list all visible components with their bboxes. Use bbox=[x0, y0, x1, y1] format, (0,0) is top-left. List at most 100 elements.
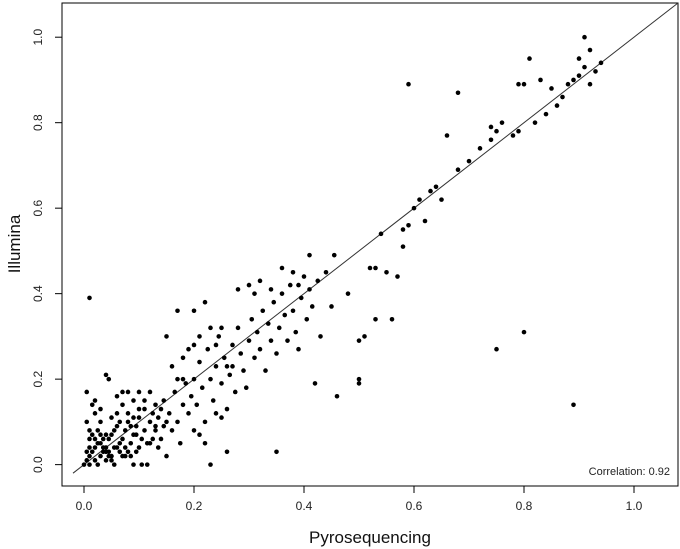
data-point bbox=[296, 346, 301, 352]
data-point bbox=[142, 406, 147, 412]
data-point bbox=[191, 428, 197, 433]
data-point bbox=[136, 406, 142, 412]
data-point bbox=[84, 458, 90, 463]
data-point bbox=[150, 411, 156, 416]
data-point bbox=[155, 415, 161, 420]
data-point bbox=[516, 81, 521, 87]
data-points bbox=[81, 34, 604, 467]
data-point bbox=[197, 432, 202, 438]
data-point bbox=[373, 317, 378, 322]
data-point bbox=[521, 329, 527, 335]
data-point bbox=[287, 282, 293, 288]
data-point bbox=[329, 304, 334, 309]
data-point bbox=[150, 436, 156, 442]
data-point bbox=[169, 364, 175, 369]
data-point bbox=[180, 376, 186, 382]
data-point bbox=[224, 449, 230, 455]
data-point bbox=[494, 346, 499, 352]
data-point bbox=[84, 389, 90, 395]
data-point bbox=[373, 265, 378, 271]
data-point bbox=[128, 453, 134, 459]
data-point bbox=[466, 158, 472, 164]
data-point bbox=[274, 351, 279, 356]
data-point bbox=[252, 291, 257, 296]
data-point bbox=[499, 120, 505, 125]
data-point bbox=[125, 411, 131, 416]
data-point bbox=[395, 274, 400, 279]
data-point bbox=[331, 252, 337, 258]
data-point bbox=[232, 389, 238, 395]
data-point bbox=[477, 146, 483, 151]
data-point bbox=[549, 86, 554, 91]
data-point bbox=[131, 415, 136, 420]
data-point bbox=[98, 419, 103, 425]
data-point bbox=[136, 445, 142, 450]
data-point bbox=[139, 436, 145, 442]
data-point bbox=[202, 419, 208, 425]
data-point bbox=[177, 440, 183, 446]
data-point bbox=[136, 415, 142, 420]
data-point bbox=[219, 381, 224, 386]
data-point bbox=[516, 128, 521, 134]
x-axis: 0.0 0.2 0.4 0.6 0.8 1.0 bbox=[76, 486, 643, 513]
data-point bbox=[307, 252, 312, 258]
data-point bbox=[158, 406, 164, 412]
data-point bbox=[279, 265, 285, 271]
data-point bbox=[175, 419, 180, 425]
data-point bbox=[180, 402, 186, 408]
data-point bbox=[593, 69, 598, 74]
data-point bbox=[400, 244, 406, 249]
data-point bbox=[117, 419, 123, 425]
data-point bbox=[213, 411, 219, 416]
data-point bbox=[188, 393, 194, 399]
data-point bbox=[312, 381, 318, 386]
data-point bbox=[103, 458, 109, 463]
y-tick-label: 0.6 bbox=[31, 200, 45, 217]
x-tick-label: 0.2 bbox=[186, 499, 203, 513]
data-point bbox=[95, 462, 101, 467]
data-point bbox=[106, 453, 112, 459]
data-point bbox=[406, 81, 411, 87]
data-point bbox=[227, 372, 233, 378]
data-point bbox=[238, 351, 244, 356]
data-point bbox=[257, 278, 263, 284]
data-point bbox=[576, 56, 582, 61]
data-point bbox=[87, 445, 92, 450]
data-point bbox=[356, 376, 362, 382]
data-point bbox=[133, 449, 139, 455]
data-point bbox=[117, 449, 123, 455]
data-point bbox=[598, 60, 604, 66]
data-point bbox=[208, 376, 213, 382]
data-point bbox=[133, 423, 139, 429]
data-point bbox=[106, 436, 112, 442]
data-point bbox=[510, 133, 516, 138]
data-point bbox=[285, 338, 290, 343]
data-point bbox=[254, 329, 260, 335]
data-point bbox=[158, 436, 164, 442]
x-tick-label: 0.0 bbox=[76, 499, 93, 513]
data-point bbox=[224, 364, 230, 369]
data-point bbox=[543, 111, 549, 117]
data-point bbox=[84, 449, 90, 455]
data-point bbox=[587, 47, 593, 53]
data-point bbox=[89, 449, 95, 455]
data-point bbox=[532, 120, 538, 125]
data-point bbox=[144, 440, 150, 446]
data-point bbox=[84, 419, 90, 425]
y-axis: 0.0 0.2 0.4 0.6 0.8 1.0 bbox=[31, 29, 62, 473]
data-point bbox=[183, 381, 189, 386]
data-point bbox=[114, 411, 120, 416]
data-point bbox=[276, 325, 282, 331]
data-point bbox=[117, 440, 123, 446]
y-tick-label: 0.8 bbox=[31, 114, 45, 131]
data-point bbox=[125, 449, 131, 455]
data-point bbox=[384, 269, 389, 275]
data-point bbox=[120, 389, 125, 395]
data-point bbox=[125, 389, 131, 395]
data-point bbox=[194, 402, 200, 408]
data-point bbox=[263, 368, 268, 373]
data-point bbox=[111, 428, 117, 433]
data-point bbox=[527, 56, 532, 61]
data-point bbox=[271, 299, 277, 305]
data-point bbox=[191, 308, 197, 314]
